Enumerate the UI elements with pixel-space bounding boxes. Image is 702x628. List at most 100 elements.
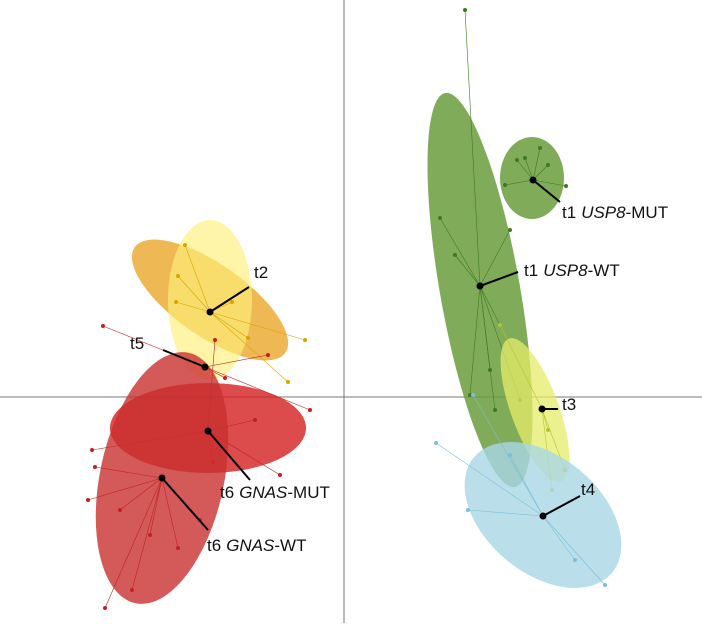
- label-part: -WT: [588, 261, 620, 280]
- ray: [479, 285, 496, 411]
- ray: [209, 311, 249, 339]
- leader-line: [479, 271, 519, 287]
- ray: [204, 354, 269, 368]
- label-part: t1: [562, 203, 576, 222]
- sample-point: [523, 156, 527, 160]
- ellipse: [168, 220, 252, 380]
- group-label: t1 USP8-WT: [524, 261, 620, 280]
- group-label: t4: [581, 480, 595, 499]
- label-part: t4: [581, 480, 595, 499]
- leader-line: [161, 477, 209, 531]
- label-part: t3: [562, 395, 576, 414]
- ray: [541, 408, 549, 431]
- sample-point: [176, 546, 180, 550]
- ray: [184, 244, 211, 313]
- sample-point: [493, 408, 497, 412]
- label-part: -MUT: [287, 483, 329, 502]
- ray: [161, 477, 179, 549]
- sample-point: [508, 453, 512, 457]
- sample-point: [438, 216, 442, 220]
- sample-point: [223, 376, 227, 380]
- centroid: [529, 176, 537, 184]
- ray: [542, 515, 606, 586]
- ray: [87, 477, 163, 501]
- ray: [464, 9, 481, 287]
- sample-point: [148, 533, 152, 537]
- sample-point: [93, 465, 97, 469]
- ray: [532, 179, 567, 187]
- ray: [532, 147, 541, 181]
- ray: [479, 229, 511, 287]
- ray: [175, 301, 211, 313]
- centroid: [538, 405, 546, 413]
- leader-line: [207, 430, 251, 481]
- sample-point: [546, 428, 550, 432]
- label-part: t6: [220, 483, 234, 502]
- leader-line: [542, 495, 581, 517]
- ray: [532, 164, 549, 181]
- ray: [149, 477, 163, 536]
- ray: [524, 157, 534, 181]
- ray: [469, 285, 481, 396]
- sample-point: [303, 338, 307, 342]
- ray: [479, 285, 501, 326]
- sample-point: [603, 583, 607, 587]
- sample-point: [101, 324, 105, 328]
- sample-point: [286, 380, 290, 384]
- ray: [209, 311, 306, 341]
- sample-point: [174, 300, 178, 304]
- gene-name: USP8: [581, 203, 626, 222]
- sample-point: [466, 508, 470, 512]
- centroid: [158, 474, 166, 482]
- ray: [204, 366, 311, 411]
- centroid: [539, 512, 547, 520]
- sample-point: [515, 158, 519, 162]
- sample-point: [471, 393, 475, 397]
- sample-point: [503, 183, 507, 187]
- ray: [472, 394, 544, 517]
- centroid: [201, 363, 209, 371]
- ray: [119, 477, 163, 511]
- ray: [177, 275, 211, 313]
- sample-point: [130, 588, 134, 592]
- ray: [94, 466, 163, 479]
- sample-point: [230, 300, 234, 304]
- gene-name: GNAS: [226, 536, 275, 555]
- sample-point: [498, 323, 502, 327]
- sample-point: [183, 243, 187, 247]
- ray: [504, 179, 534, 186]
- leader-line: [532, 179, 561, 203]
- sample-point: [538, 146, 542, 150]
- sample-point: [86, 498, 90, 502]
- ray: [454, 254, 481, 287]
- sample-point: [508, 228, 512, 232]
- centroid: [204, 427, 212, 435]
- sample-point: [453, 253, 457, 257]
- sample-point: [118, 508, 122, 512]
- centroid: [476, 282, 484, 290]
- ray: [439, 217, 481, 287]
- sample-point: [434, 441, 438, 445]
- group-label: t6 GNAS-WT: [207, 536, 306, 555]
- label-part: -WT: [274, 536, 306, 555]
- sample-point: [253, 418, 257, 422]
- group-label: t2: [254, 263, 268, 282]
- label-part: t1: [524, 261, 538, 280]
- group-label: t1 USP8-MUT: [562, 203, 668, 222]
- sample-point: [103, 606, 107, 610]
- group-label: t6 GNAS-MUT: [220, 483, 330, 502]
- ray: [509, 454, 544, 517]
- sample-point: [213, 338, 217, 342]
- ray: [435, 442, 544, 517]
- label-part: -MUT: [626, 203, 668, 222]
- group-label: t5: [130, 334, 144, 353]
- gene-name: USP8: [543, 261, 588, 280]
- ray: [542, 515, 576, 561]
- sample-point: [573, 558, 577, 562]
- centroid: [206, 308, 214, 316]
- label-part: t6: [207, 536, 221, 555]
- label-part: t5: [130, 334, 144, 353]
